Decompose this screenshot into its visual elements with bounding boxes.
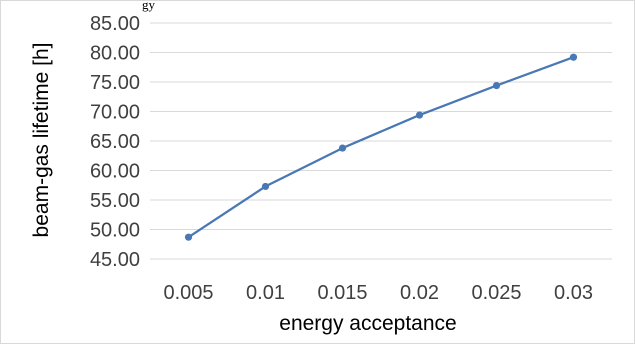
y-tick-label: 85.00: [90, 13, 140, 35]
data-point: [261, 182, 270, 191]
x-tick-label: 0.01: [246, 282, 285, 304]
series-layer: [184, 53, 578, 241]
y-tick-label: 70.00: [90, 102, 140, 124]
data-point: [184, 233, 193, 241]
gridlines: [150, 22, 612, 260]
y-tick-label: 50.00: [90, 220, 140, 242]
data-point: [338, 144, 347, 152]
x-tick-label: 0.015: [317, 282, 367, 304]
y-tick-label: 45.00: [90, 249, 140, 271]
y-tick-labels: 85.00 80.00 75.00 70.00 65.00 60.00 55.00 50.00…: [90, 13, 140, 271]
data-point: [569, 53, 578, 61]
y-tick-label: 80.00: [90, 43, 140, 65]
y-axis-title: beam-gas lifetime [h]: [30, 43, 53, 238]
x-axis-title: energy acceptance: [279, 312, 456, 335]
y-tick-label: 75.00: [90, 72, 140, 94]
y-tick-label: 60.00: [90, 161, 140, 183]
x-tick-label: 0.02: [400, 282, 439, 304]
series-line: [187, 56, 574, 239]
y-tick-label: 65.00: [90, 131, 140, 153]
x-tick-label: 0.005: [163, 282, 213, 304]
data-point: [492, 81, 501, 90]
x-tick-label: 0.025: [471, 282, 521, 304]
data-point: [415, 111, 424, 119]
x-tick-labels: 0.005 0.01 0.015 0.02 0.025 0.03: [163, 282, 593, 304]
y-tick-label: 55.00: [90, 190, 140, 212]
top-text-fragment: gy: [142, 0, 156, 12]
x-tick-label: 0.03: [554, 282, 593, 304]
